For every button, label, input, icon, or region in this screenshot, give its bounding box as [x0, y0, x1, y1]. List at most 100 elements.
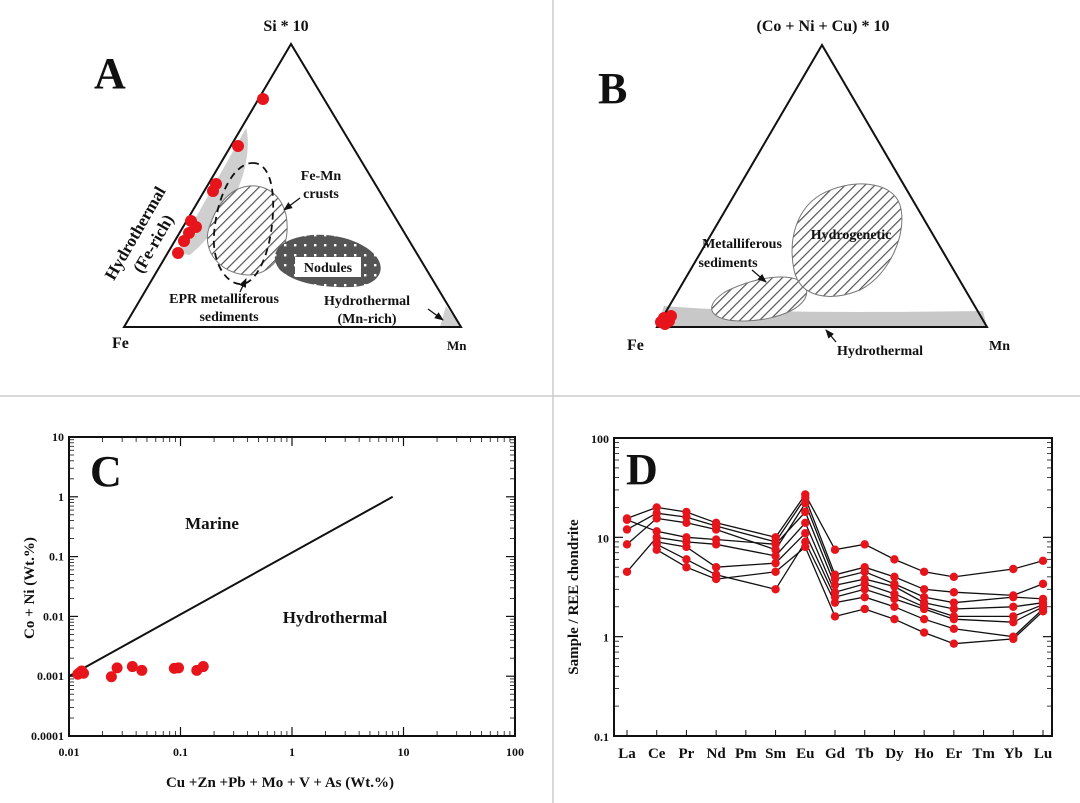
- panel-d-xtick-label: Eu: [796, 746, 814, 762]
- panel-d-point: [682, 542, 691, 552]
- panel-d-point: [860, 592, 869, 602]
- panel-d-xtick-label: Tb: [856, 746, 874, 762]
- panel-a-nodules-label-box: [295, 257, 361, 277]
- panel-d-xtick-label: Gd: [825, 746, 846, 762]
- panel-d-point: [771, 551, 780, 561]
- panel-b-field-metalliferous: [711, 276, 808, 322]
- panel-a-label-epr-2: sediments: [199, 310, 259, 325]
- panel-c-boundary-line: [68, 495, 394, 678]
- panel-a-label-nodules: Nodules: [304, 261, 353, 276]
- panel-d-point: [801, 518, 810, 528]
- panel-d-point: [652, 545, 661, 554]
- panel-d-point: [830, 598, 840, 607]
- panel-d-ytick-label: 1: [603, 631, 609, 645]
- panel-d-point: [890, 594, 899, 604]
- panel-d-point: [860, 567, 869, 576]
- panel-d-point: [949, 624, 959, 634]
- panel-d-xtick-label: Tm: [972, 746, 995, 762]
- panel-d-point: [711, 574, 721, 584]
- panel-d-point: [682, 555, 691, 564]
- panel-d-point: [801, 542, 810, 552]
- panel-d-point: [711, 525, 721, 534]
- panel-d-point: [771, 540, 780, 549]
- panel-b-arrow-metalliferous: [751, 269, 767, 283]
- panel-d-point: [830, 612, 840, 621]
- panel-d-xtick-label: Lu: [1034, 746, 1052, 762]
- panel-d-point: [1009, 617, 1018, 627]
- panel-d-point: [622, 515, 632, 525]
- panel-c-xtick-label: 100: [506, 745, 524, 759]
- panel-c-point: [126, 661, 138, 673]
- panel-d-point: [830, 545, 840, 554]
- panel-c-points: [72, 661, 209, 683]
- panel-b-label-metalliferous-1: Metalliferous: [702, 237, 782, 252]
- panel-c-point: [136, 664, 148, 676]
- panel-d-point: [801, 499, 810, 508]
- panel-d-point: [860, 604, 869, 614]
- panel-d-xtick-label: Ho: [915, 746, 934, 762]
- panel-d-point: [652, 514, 661, 523]
- panel-d-xtick-label: Pm: [735, 746, 757, 762]
- panel-b-triangle: [655, 43, 989, 328]
- panel-c-point: [197, 661, 209, 673]
- panel-d-point: [771, 567, 780, 576]
- panel-d-point: [622, 540, 632, 549]
- panel-b-label-metalliferous-2: sediments: [698, 256, 758, 271]
- panel-c-xtick-label: 0.1: [173, 745, 188, 759]
- panel-d-xtick-label: Pr: [679, 746, 695, 762]
- panel-a-point: [178, 235, 190, 247]
- panel-d-point: [830, 580, 840, 590]
- panel-d-point: [890, 614, 899, 624]
- panel-d-point: [1038, 579, 1048, 589]
- panel-d-point: [890, 582, 899, 591]
- panel-d-point: [622, 525, 632, 534]
- panel-b-field-hydrothermal: [657, 306, 987, 327]
- panel-d-point: [652, 527, 661, 536]
- panel-c-ylabel: Co + Ni (Wt.%): [22, 537, 38, 639]
- panel-c-ytick-label: 0.1: [49, 550, 64, 564]
- panel-a-vertex-top: Si * 10: [263, 18, 308, 35]
- panel-a: A Si * 10 Fe Mn Hydrothermal (Fe-rich) F…: [94, 18, 467, 353]
- panel-d-xtick-label: Yb: [1004, 746, 1023, 762]
- panel-d-point: [1009, 592, 1018, 602]
- panel-d-points: [622, 490, 1048, 648]
- panel-d-point: [1009, 612, 1018, 621]
- panel-d-ytick-label: 10: [597, 531, 609, 545]
- panel-c-ytick-label: 0.01: [43, 609, 64, 623]
- panel-b: B (Co + Ni + Cu) * 10 Fe Mn Metalliferou…: [598, 18, 1010, 359]
- panel-a-arrow-epr: [239, 278, 247, 293]
- panel-d-point: [919, 567, 929, 576]
- panel-d-point: [1009, 602, 1018, 611]
- panel-d-letter: D: [626, 445, 658, 494]
- panel-d-point: [949, 614, 959, 624]
- panel-b-letter: B: [598, 64, 627, 113]
- panel-d-xtick-label: Er: [946, 746, 963, 762]
- panel-c-xtick-label: 0.01: [59, 745, 80, 759]
- panel-d-point: [919, 614, 929, 624]
- panel-d-point: [682, 512, 691, 522]
- panel-c-ytick-label: 10: [52, 430, 64, 444]
- panel-c-xtick-label: 10: [398, 745, 410, 759]
- panel-a-label-hydro-fe: Hydrothermal (Fe-rich): [101, 183, 178, 283]
- panel-c-point: [78, 667, 90, 679]
- panel-c: 0.01 0.1 1 10 100 0.0001 0.001 0.01 0.1 1 10 C Mar…: [22, 430, 524, 791]
- panel-a-point: [172, 247, 184, 259]
- panel-d-point: [919, 604, 929, 614]
- panel-d-ticks: 0.1 1 10 100 La Ce Pr Nd Pm Sm Eu Gd Tb Dy Ho Er Tm Yb Lu: [591, 432, 1052, 762]
- panel-d-point: [949, 598, 959, 607]
- panel-d-point: [919, 628, 929, 637]
- panel-a-label-hydro-mn-2: (Mn-rich): [337, 312, 396, 327]
- panel-d-point: [1038, 607, 1048, 616]
- panel-d-point: [682, 563, 691, 572]
- panel-a-label-epr-1: EPR metalliferous: [169, 292, 279, 307]
- panel-d-point: [1038, 556, 1048, 566]
- panel-d-ytick-label: 0.1: [594, 730, 609, 744]
- panel-d-ytick-label: 100: [591, 432, 609, 446]
- panel-c-plot-frame: [68, 436, 516, 737]
- panel-d-point: [890, 555, 899, 564]
- panel-a-label-hydro-mn-1: Hydrothermal: [324, 294, 410, 309]
- panel-b-label-hydrogenetic: Hydrogenetic: [811, 228, 892, 243]
- panel-b-vertex-top: (Co + Ni + Cu) * 10: [757, 18, 890, 35]
- panel-d-point: [860, 585, 869, 594]
